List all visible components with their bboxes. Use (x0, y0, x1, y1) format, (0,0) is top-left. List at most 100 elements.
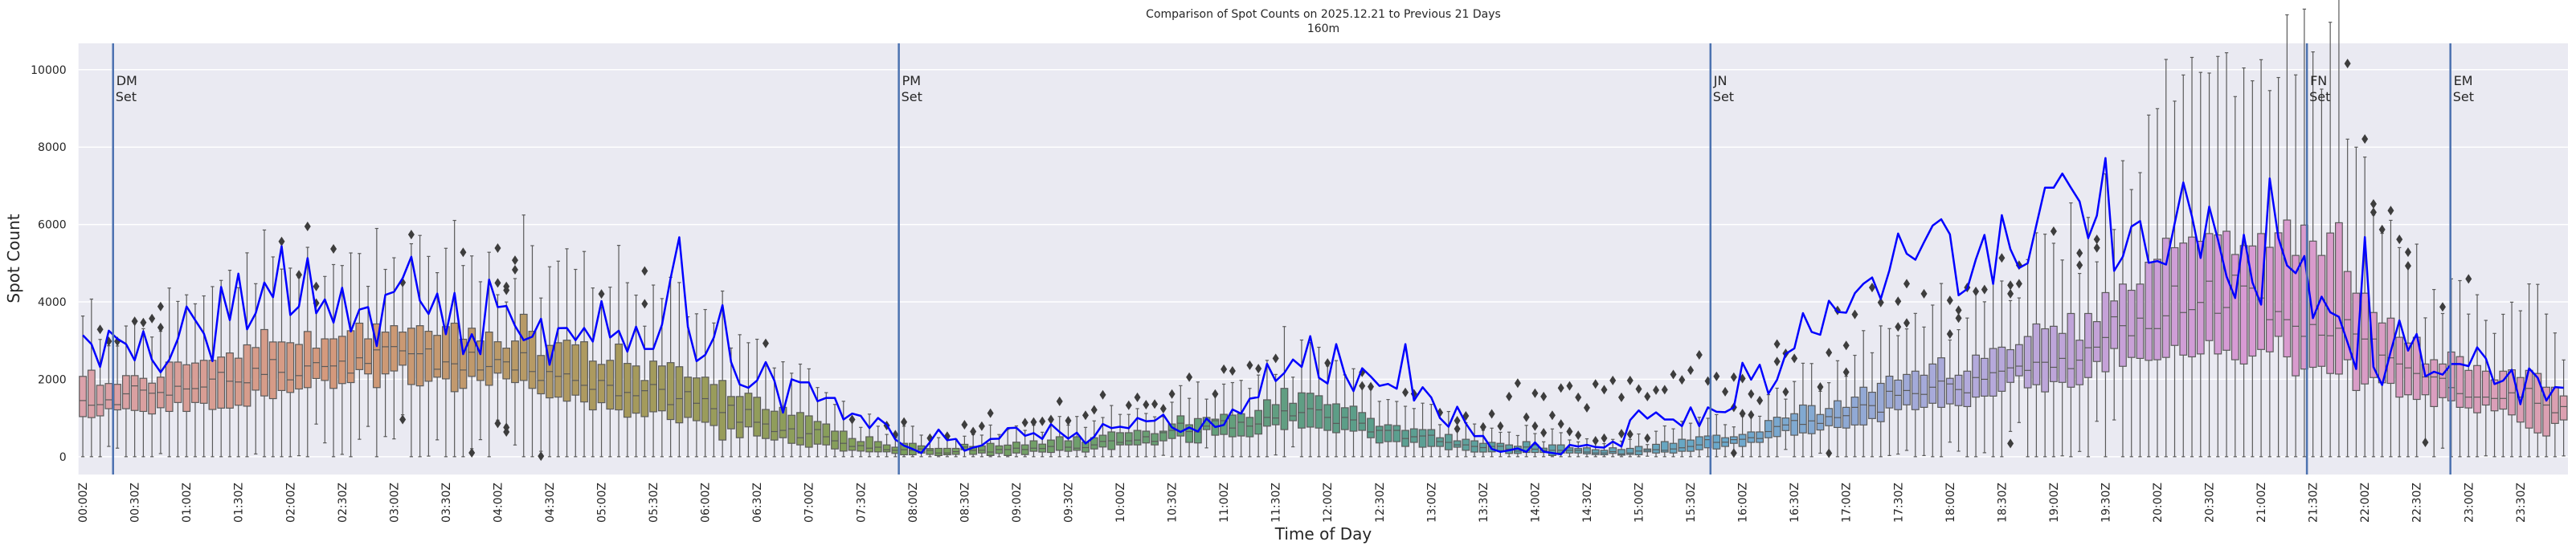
outlier-point (1488, 409, 1495, 419)
box-body (2430, 359, 2439, 408)
box-body (399, 332, 407, 366)
box (2041, 234, 2050, 458)
current-day-line (82, 157, 2564, 456)
box (2084, 217, 2092, 458)
box-body (2292, 255, 2300, 377)
box-body (1349, 405, 1358, 432)
box-body (415, 325, 424, 387)
x-tick-label: 22:00Z (2359, 483, 2372, 523)
y-axis-label: Spot Count (4, 214, 23, 303)
outlier-point (278, 236, 285, 246)
box-body (372, 323, 381, 389)
box (1323, 365, 1332, 458)
box-body (1625, 447, 1634, 455)
outlier-point (1695, 350, 1703, 360)
box-body (1298, 392, 1306, 429)
outlier-point (157, 301, 164, 312)
box-body (701, 377, 709, 423)
outlier-point (503, 285, 510, 295)
box (1807, 363, 1816, 458)
box-body (2404, 342, 2412, 396)
box-body (1367, 417, 1375, 438)
outlier-point (2344, 59, 2351, 69)
box-body (519, 313, 528, 381)
box-body (346, 330, 355, 384)
box-body (1453, 440, 1462, 448)
outlier-point (2007, 438, 2014, 449)
outlier-point (1056, 396, 1063, 406)
box (1315, 346, 1323, 458)
box (329, 263, 337, 458)
y-tick-label: 6000 (38, 219, 67, 232)
box (2067, 202, 2075, 458)
box (640, 325, 649, 458)
outlier-point (1402, 387, 1409, 397)
outlier-point (1548, 410, 1556, 421)
box-body (2335, 222, 2343, 375)
outlier-point (1730, 372, 1737, 382)
box (2326, 22, 2335, 458)
box-body (2205, 233, 2214, 341)
box (1202, 398, 1211, 449)
x-tick-label: 14:30Z (1581, 483, 1594, 523)
box (268, 256, 277, 458)
box-body (364, 338, 372, 375)
box-body (303, 331, 312, 389)
box-body (459, 338, 468, 389)
outlier-point (2439, 302, 2447, 312)
box (1980, 301, 1989, 454)
box (882, 434, 891, 458)
box-body (268, 341, 277, 400)
box-body (2119, 283, 2127, 367)
box (1583, 438, 1591, 458)
box (1280, 326, 1289, 458)
box (873, 426, 882, 458)
box-body (329, 338, 337, 389)
outlier-point (987, 408, 994, 418)
box (1816, 390, 1825, 454)
outlier-point (1566, 381, 1573, 391)
box-body (1375, 426, 1384, 444)
outlier-point (1826, 448, 1833, 458)
x-tick-label: 08:30Z (959, 483, 971, 523)
box-body (657, 365, 666, 412)
box (528, 245, 537, 458)
outlier-point (1748, 389, 1755, 399)
box-body (1263, 399, 1271, 427)
box (701, 308, 709, 458)
box (2533, 283, 2542, 458)
event-sublabel: Set (2453, 89, 2474, 104)
box (1548, 428, 1556, 458)
box-body (485, 332, 493, 386)
outlier-point (304, 222, 311, 232)
box (2014, 297, 2023, 423)
box-body (1254, 409, 1263, 435)
box-body (251, 347, 260, 391)
box (762, 365, 770, 458)
outlier-point (1134, 392, 1141, 402)
outlier-point (1920, 288, 1928, 299)
outlier-point (1877, 297, 1884, 308)
x-tick-label: 00:30Z (129, 483, 142, 523)
box-body (1617, 449, 1625, 456)
box (2248, 80, 2257, 458)
box-body (2188, 236, 2196, 358)
box (2455, 279, 2464, 458)
box-body (1669, 442, 1678, 454)
box (485, 251, 493, 458)
outlier-point (1842, 367, 1850, 377)
outlier-point (1722, 386, 1729, 397)
box-body (2014, 344, 2023, 377)
box-body (87, 369, 96, 418)
box (1306, 341, 1315, 458)
outlier-point (2387, 206, 2394, 216)
box-body (96, 385, 104, 417)
box-body (1280, 388, 1289, 430)
box-body (1807, 405, 1816, 434)
box (1920, 326, 1928, 456)
box (1531, 433, 1539, 458)
box-body (649, 360, 658, 413)
box-body (857, 441, 865, 452)
box (2136, 172, 2145, 458)
box-body (424, 331, 433, 382)
